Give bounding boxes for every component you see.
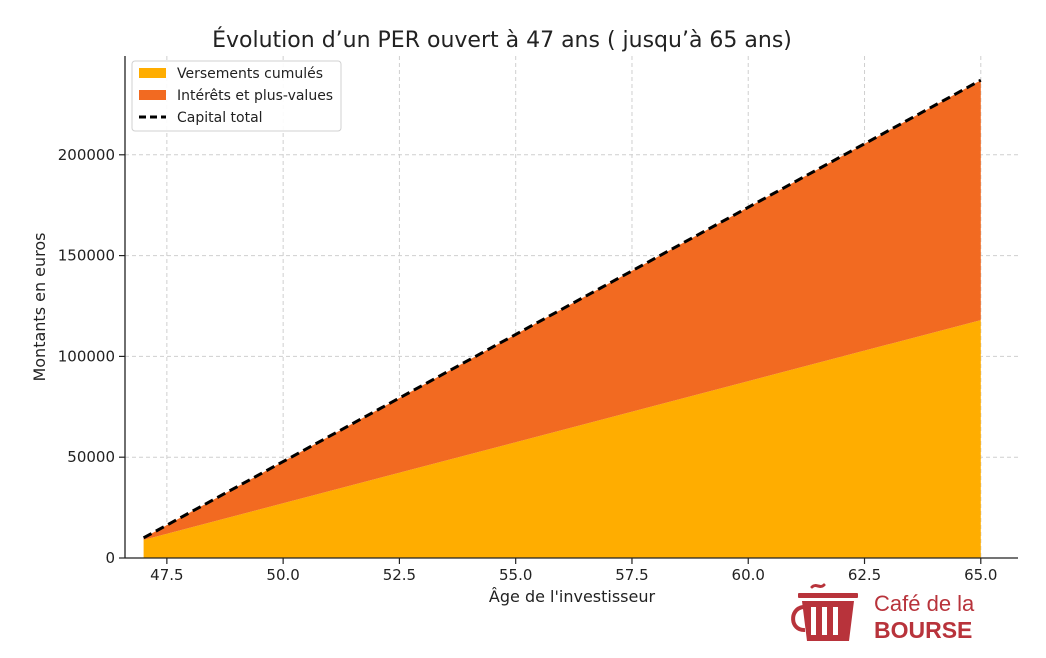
y-axis-label: Montants en euros	[30, 232, 49, 381]
x-axis-label: Âge de l'investisseur	[489, 587, 656, 606]
legend-box	[131, 60, 342, 132]
x-tick-label: 50.0	[266, 566, 299, 584]
x-tick-label: 65.0	[964, 566, 997, 584]
x-tick-label: 52.5	[383, 566, 416, 584]
chart-title: Évolution d’un PER ouvert à 47 ans ( jus…	[212, 27, 792, 53]
brand-name-line2: BOURSE	[874, 617, 972, 643]
legend-label: Versements cumulés	[177, 66, 323, 82]
area-versements-cumules	[143, 320, 981, 558]
y-ticks: 0 50000 100000 150000 200000	[58, 146, 125, 567]
x-ticks: 47.5 50.0 52.5 55.0 57.5 60.0 62.5 65.0	[150, 558, 997, 584]
legend-swatch	[139, 68, 166, 78]
axes	[124, 56, 1018, 559]
x-tick-label: 57.5	[615, 566, 648, 584]
coffee-cup-icon	[791, 583, 858, 641]
x-tick-label: 62.5	[848, 566, 881, 584]
plot-areas	[143, 80, 981, 558]
plot-lines	[142, 78, 982, 540]
brand-name-line1: Café de la	[874, 591, 975, 616]
y-tick-label: 50000	[67, 448, 115, 466]
legend-label: Capital total	[177, 110, 263, 126]
legend-swatch	[139, 90, 166, 100]
y-tick-label: 200000	[58, 146, 115, 164]
x-tick-label: 60.0	[732, 566, 765, 584]
y-tick-label: 100000	[58, 347, 115, 365]
x-tick-label: 47.5	[150, 566, 183, 584]
line-capital-total	[142, 78, 982, 540]
legend: Versements cumulés Intérêts et plus-value…	[131, 60, 342, 132]
brand-logo: Café de la BOURSE	[791, 583, 975, 643]
legend-label: Intérêts et plus-values	[177, 88, 333, 104]
y-tick-label: 0	[105, 549, 115, 567]
y-tick-label: 150000	[58, 247, 115, 265]
x-tick-label: 55.0	[499, 566, 532, 584]
